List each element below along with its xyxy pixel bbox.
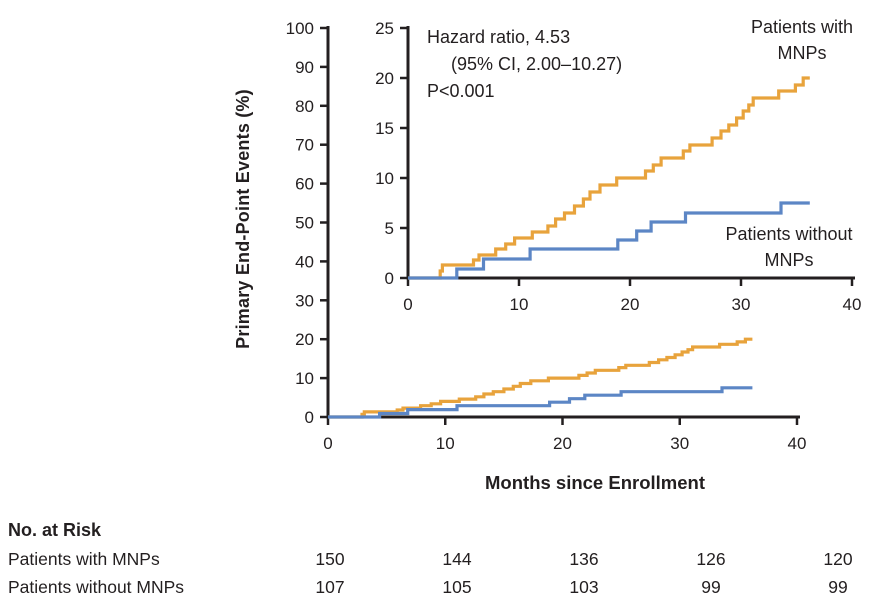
main-y-tick-label: 60	[295, 175, 314, 194]
risk-value: 120	[823, 549, 853, 569]
inset-x-tick-label: 0	[403, 295, 412, 314]
risk-value: 144	[442, 549, 472, 569]
inset-y-tick-label: 0	[385, 269, 394, 288]
risk-value: 150	[315, 549, 345, 569]
inset-series-without-mnps	[408, 201, 810, 280]
main-series-with-mnps	[328, 337, 753, 419]
annotation-line-2: (95% CI, 2.00–10.27)	[451, 54, 623, 74]
curve-label-without-mnps-line1: Patients without	[725, 224, 853, 244]
inset-x-tick-label: 30	[732, 295, 751, 314]
risk-value: 99	[828, 577, 848, 597]
risk-row-label: Patients with MNPs	[8, 549, 160, 569]
main-x-tick-label: 20	[553, 434, 572, 453]
curve-label-without-mnps: Patients without MNPs	[694, 221, 882, 273]
curve-label-with-mnps: Patients with MNPs	[712, 14, 882, 66]
main-x-tick-label: 40	[788, 434, 807, 453]
main-x-tick-label: 0	[323, 434, 332, 453]
main-y-tick-label: 50	[295, 214, 314, 233]
main-y-tick-label: 20	[295, 330, 314, 349]
inset-y-tick-label: 10	[375, 169, 394, 188]
main-y-tick-label: 0	[305, 408, 314, 427]
risk-value: 99	[701, 577, 721, 597]
main-y-tick-label: 90	[295, 58, 314, 77]
risk-value: 103	[569, 577, 599, 597]
risk-row-label: Patients without MNPs	[8, 577, 185, 597]
main-y-tick-label: 10	[295, 369, 314, 388]
risk-table-row-with-mnps: Patients with MNPs 150 144 136 126 120	[0, 549, 882, 573]
x-axis-title: Months since Enrollment	[485, 472, 705, 493]
curve-label-with-mnps-line2: MNPs	[777, 43, 827, 63]
main-x-tick-label: 10	[436, 434, 455, 453]
curve-label-with-mnps-line1: Patients with	[750, 17, 854, 37]
risk-value: 107	[315, 577, 345, 597]
main-y-tick-label: 40	[295, 252, 314, 271]
inset-x-tick-label: 40	[843, 295, 862, 314]
y-axis-title: Primary End-Point Events (%)	[233, 89, 253, 349]
inset-y-tick-label: 15	[375, 119, 394, 138]
risk-value: 126	[696, 549, 726, 569]
inset-y-tick-label: 25	[375, 19, 394, 38]
main-y-tick-label: 80	[295, 97, 314, 116]
risk-value: 105	[442, 577, 472, 597]
risk-table-row-without-mnps: Patients without MNPs 107 105 103 99 99	[0, 577, 882, 601]
main-y-tick-label: 70	[295, 136, 314, 155]
curve-label-without-mnps-line2: MNPs	[764, 250, 814, 270]
main-y-tick-label: 30	[295, 291, 314, 310]
annotation-line-3: P<0.001	[427, 81, 495, 101]
main-y-tick-label: 100	[286, 19, 314, 38]
inset-x-tick-label: 10	[510, 295, 529, 314]
main-series-without-mnps	[328, 386, 753, 419]
inset-x-tick-label: 20	[621, 295, 640, 314]
main-x-tick-label: 30	[670, 434, 689, 453]
risk-value: 136	[569, 549, 599, 569]
inset-y-tick-label: 20	[375, 69, 394, 88]
annotation-line-1: Hazard ratio, 4.53	[427, 27, 571, 47]
inset-y-tick-label: 5	[385, 219, 394, 238]
hazard-ratio-annotation: Hazard ratio, 4.53 (95% CI, 2.00–10.27) …	[427, 24, 622, 105]
inset-series-with-mnps	[408, 76, 810, 280]
risk-table-title: No. at Risk	[8, 520, 102, 540]
